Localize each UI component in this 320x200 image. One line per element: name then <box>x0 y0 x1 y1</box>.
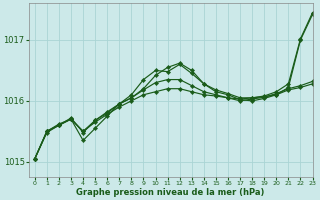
X-axis label: Graphe pression niveau de la mer (hPa): Graphe pression niveau de la mer (hPa) <box>76 188 265 197</box>
